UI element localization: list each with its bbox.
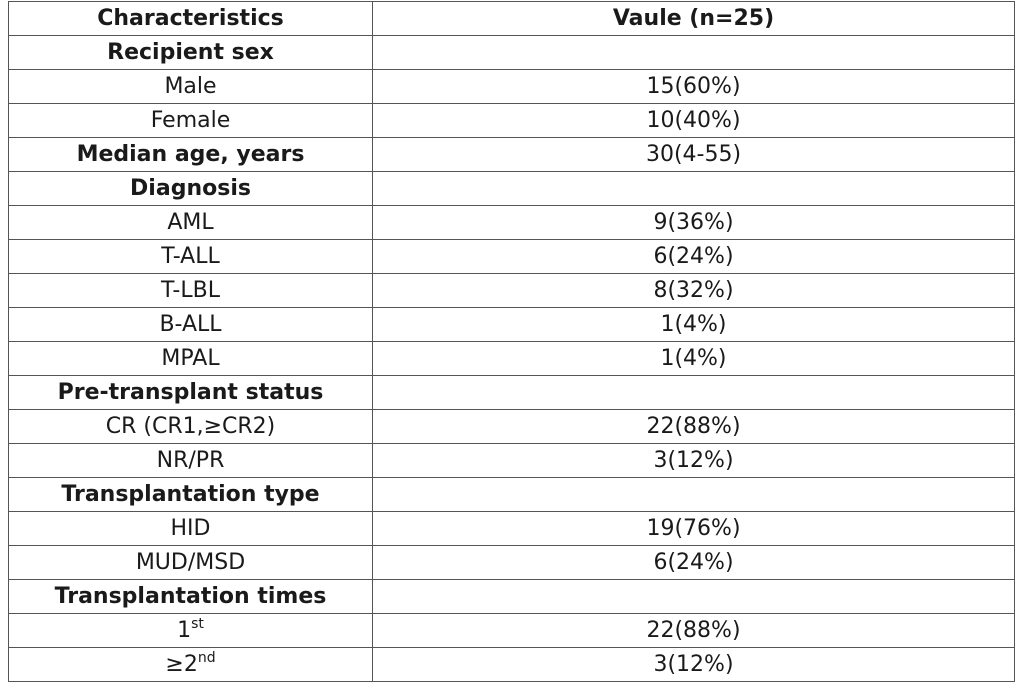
item-row: 1st 22(88%) xyxy=(8,613,1015,648)
item-value: 15(60%) xyxy=(372,69,1015,104)
header-cell: Characteristics xyxy=(8,1,373,36)
item-row: NR/PR 3(12%) xyxy=(8,443,1015,478)
item-superscript: st xyxy=(191,616,204,632)
section-row: Transplantation times xyxy=(8,579,1015,614)
item-row: T-LBL 8(32%) xyxy=(8,273,1015,308)
item-value: 22(88%) xyxy=(372,409,1015,444)
item-row: ≥2nd 3(12%) xyxy=(8,647,1015,682)
item-label: Female xyxy=(150,108,231,133)
item-label-cell: MPAL xyxy=(8,341,373,376)
item-label: NR/PR xyxy=(156,448,225,473)
item-row: MUD/MSD 6(24%) xyxy=(8,545,1015,580)
item-value: 3(12%) xyxy=(372,443,1015,478)
item-value: 1(4%) xyxy=(372,307,1015,342)
item-label-cell: HID xyxy=(8,511,373,546)
section-title: Diagnosis xyxy=(8,171,373,206)
item-row: CR (CR1,≥CR2) 22(88%) xyxy=(8,409,1015,444)
item-row: Male 15(60%) xyxy=(8,69,1015,104)
item-label: Male xyxy=(164,74,217,99)
section-value xyxy=(372,477,1015,512)
item-label-cell: ≥2nd xyxy=(8,647,373,682)
section-value xyxy=(372,579,1015,614)
item-label-cell: Male xyxy=(8,69,373,104)
item-label-cell: MUD/MSD xyxy=(8,545,373,580)
item-label: ≥2 xyxy=(165,652,198,677)
section-value xyxy=(372,375,1015,410)
characteristics-table: Characteristics Vaule (n=25) Recipient s… xyxy=(8,1,1015,682)
section-title: Median age, years xyxy=(8,137,373,172)
item-row: T-ALL 6(24%) xyxy=(8,239,1015,274)
section-title: Pre-transplant status xyxy=(8,375,373,410)
item-label-cell: NR/PR xyxy=(8,443,373,478)
section-title: Recipient sex xyxy=(8,35,373,70)
section-value xyxy=(372,171,1015,206)
item-value: 19(76%) xyxy=(372,511,1015,546)
item-label: T-ALL xyxy=(161,244,220,269)
section-row: Transplantation type xyxy=(8,477,1015,512)
section-row: Diagnosis xyxy=(8,171,1015,206)
section-value: 30(4-55) xyxy=(372,137,1015,172)
item-label: HID xyxy=(170,516,211,541)
item-value: 22(88%) xyxy=(372,613,1015,648)
item-row: HID 19(76%) xyxy=(8,511,1015,546)
item-row: Female 10(40%) xyxy=(8,103,1015,138)
item-label: MPAL xyxy=(161,346,220,371)
item-value: 6(24%) xyxy=(372,239,1015,274)
section-row: Recipient sex xyxy=(8,35,1015,70)
section-row: Pre-transplant status xyxy=(8,375,1015,410)
item-label-cell: CR (CR1,≥CR2) xyxy=(8,409,373,444)
item-label-cell: AML xyxy=(8,205,373,240)
item-label: 1 xyxy=(177,618,192,643)
header-cell: Vaule (n=25) xyxy=(372,1,1015,36)
item-label: CR (CR1,≥CR2) xyxy=(105,414,276,439)
item-label-cell: T-ALL xyxy=(8,239,373,274)
item-value: 6(24%) xyxy=(372,545,1015,580)
item-row: MPAL 1(4%) xyxy=(8,341,1015,376)
item-label: T-LBL xyxy=(161,278,220,303)
item-superscript: nd xyxy=(197,650,216,666)
section-row: Median age, years 30(4-55) xyxy=(8,137,1015,172)
item-row: B-ALL 1(4%) xyxy=(8,307,1015,342)
item-value: 9(36%) xyxy=(372,205,1015,240)
item-label-cell: Female xyxy=(8,103,373,138)
item-value: 8(32%) xyxy=(372,273,1015,308)
item-value: 10(40%) xyxy=(372,103,1015,138)
section-value xyxy=(372,35,1015,70)
table-body: Characteristics Vaule (n=25) Recipient s… xyxy=(8,1,1015,682)
item-label-cell: T-LBL xyxy=(8,273,373,308)
item-label: B-ALL xyxy=(159,312,222,337)
section-title: Transplantation times xyxy=(8,579,373,614)
item-value: 1(4%) xyxy=(372,341,1015,376)
section-title: Transplantation type xyxy=(8,477,373,512)
item-label-cell: 1st xyxy=(8,613,373,648)
item-value: 3(12%) xyxy=(372,647,1015,682)
header-row: Characteristics Vaule (n=25) xyxy=(8,1,1015,36)
item-label: AML xyxy=(167,210,214,235)
item-label: MUD/MSD xyxy=(135,550,246,575)
item-row: AML 9(36%) xyxy=(8,205,1015,240)
item-label-cell: B-ALL xyxy=(8,307,373,342)
